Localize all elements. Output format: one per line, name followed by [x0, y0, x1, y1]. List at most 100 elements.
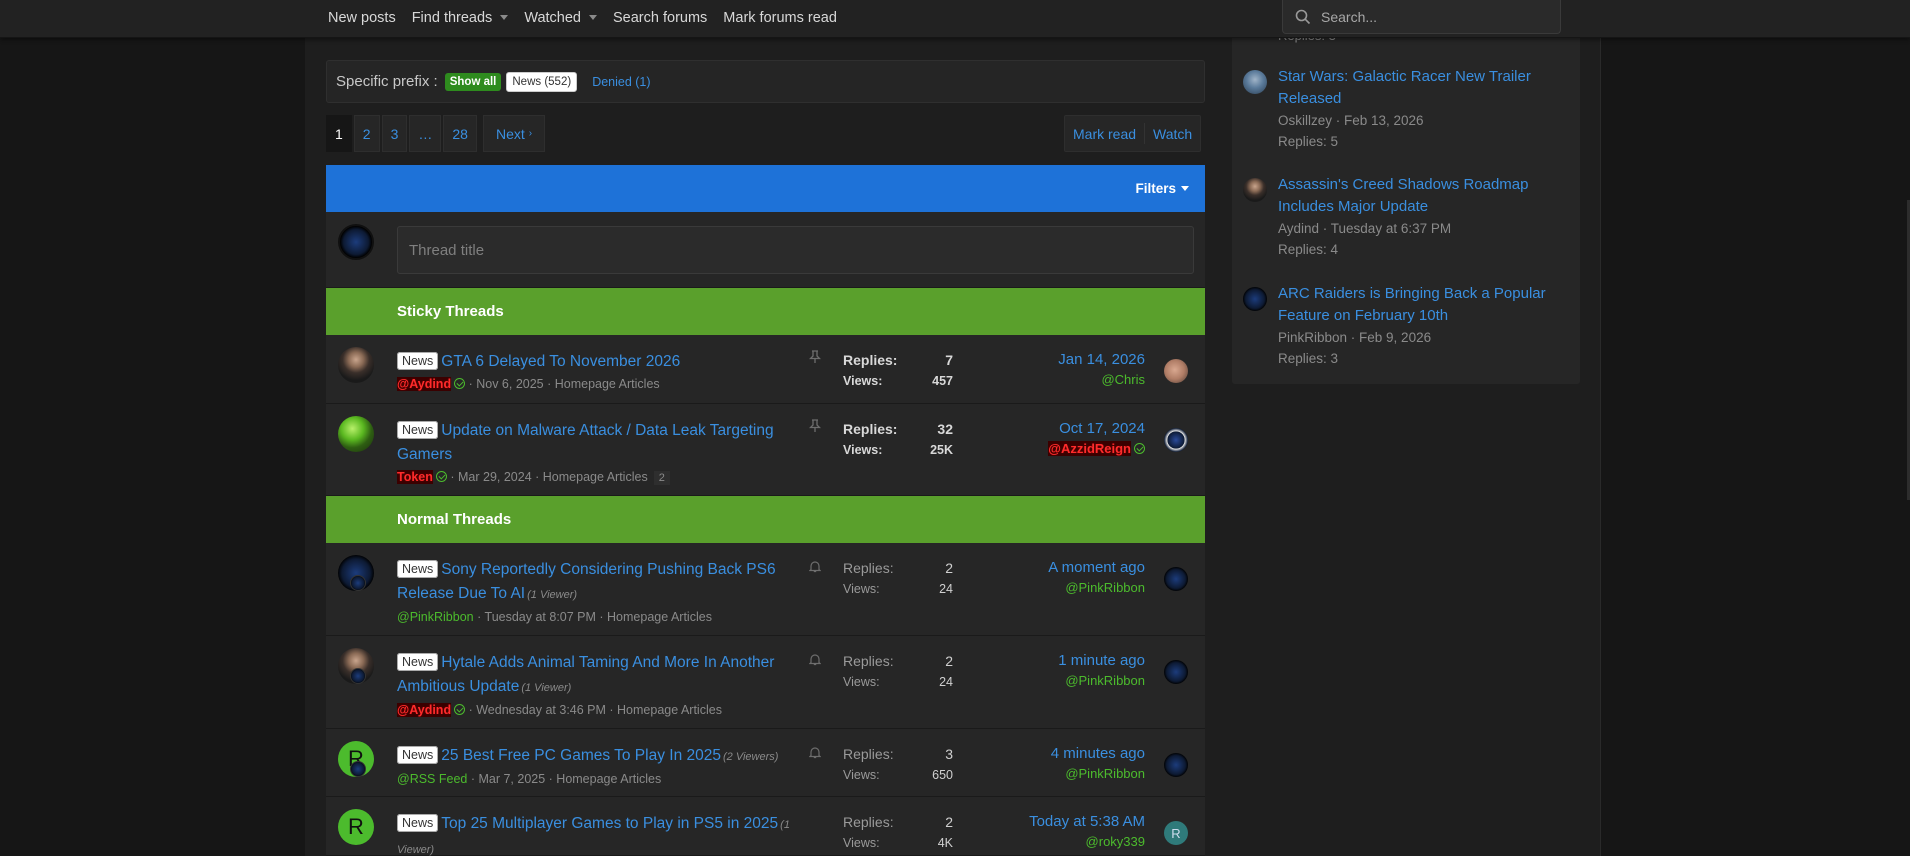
filters-button[interactable]: Filters — [1135, 181, 1189, 196]
last-poster-mini-avatar[interactable] — [350, 668, 366, 684]
divider — [1144, 123, 1146, 144]
last-post-date[interactable]: Jan 14, 2026 — [1058, 351, 1145, 368]
prefix-denied-link[interactable]: Denied (1) — [592, 74, 651, 89]
watch-button[interactable]: Watch — [1153, 125, 1193, 142]
thread-stats: Replies: 7 Views: 457 — [843, 349, 953, 391]
author-link[interactable]: Token — [397, 470, 433, 484]
page-link-last[interactable]: 28 — [443, 115, 477, 152]
nav-search-forums[interactable]: Search forums — [613, 10, 707, 26]
last-post-user[interactable]: @roky339 — [1085, 834, 1145, 849]
avatar[interactable] — [338, 416, 374, 452]
nav-find-threads[interactable]: Find threads — [412, 10, 509, 26]
news-label[interactable]: News — [397, 421, 439, 439]
page-link-current[interactable]: 1 — [326, 115, 352, 152]
avatar[interactable] — [338, 347, 374, 383]
avatar[interactable] — [1164, 359, 1188, 383]
avatar[interactable] — [338, 224, 374, 260]
avatar[interactable]: R — [1164, 821, 1188, 845]
search-input[interactable] — [1321, 8, 1541, 25]
last-post-date[interactable]: 1 minute ago — [1058, 652, 1145, 669]
thread-title-link[interactable]: GTA 6 Delayed To November 2026 — [441, 353, 681, 370]
replies-label: Replies: — [843, 421, 898, 437]
author-link[interactable]: @Aydind — [397, 377, 452, 391]
last-post-date[interactable]: Today at 5:38 AM — [1029, 813, 1145, 830]
page-jump[interactable]: … — [409, 115, 442, 152]
avatar[interactable] — [1164, 660, 1188, 684]
nav-mark-forums-read[interactable]: Mark forums read — [723, 10, 837, 26]
nav-new-posts[interactable]: New posts — [328, 10, 396, 26]
replies-count: 2 — [945, 814, 953, 830]
author-link[interactable]: @RSS Feed — [397, 772, 468, 786]
prefix-show-all-button[interactable]: Show all — [444, 72, 502, 91]
thread-title-link[interactable]: Update on Malware Attack / Data Leak Tar… — [397, 422, 774, 463]
thread-row: News Hytale Adds Animal Taming And More I… — [326, 636, 1205, 729]
verified-icon — [454, 378, 466, 389]
avatar[interactable] — [1243, 287, 1267, 311]
search-box[interactable] — [1282, 0, 1561, 34]
nav-label: New posts — [328, 9, 396, 26]
last-poster-mini-avatar[interactable] — [350, 761, 366, 777]
replies-label: Replies: — [843, 653, 894, 669]
viewer-count: (1 Viewer) — [521, 682, 572, 694]
sidebar-thread-link[interactable]: Assassin's Creed Shadows Roadmap Include… — [1278, 176, 1529, 215]
avatar[interactable] — [1164, 567, 1188, 591]
last-post-date[interactable]: Oct 17, 2024 — [1059, 420, 1145, 437]
thread-row: R News Top 25 Multiplayer Games to Play i… — [326, 797, 1205, 856]
news-label[interactable]: News — [397, 352, 439, 370]
last-post-user[interactable]: @PinkRibbon — [1065, 580, 1145, 595]
page-count-badge[interactable]: 2 — [653, 471, 670, 485]
last-post-user[interactable]: @PinkRibbon — [1065, 673, 1145, 688]
avatar[interactable] — [1243, 178, 1267, 202]
nav-watched[interactable]: Watched — [524, 10, 597, 26]
thread-title-link[interactable]: Hytale Adds Animal Taming And More In An… — [397, 654, 775, 695]
news-label[interactable]: News — [397, 653, 439, 671]
thread-stats: Replies: 32 Views: 25K — [843, 418, 953, 460]
verified-icon — [454, 704, 466, 715]
last-post-date[interactable]: 4 minutes ago — [1050, 745, 1145, 762]
mark-read-button[interactable]: Mark read — [1073, 125, 1137, 142]
page-link[interactable]: 2 — [353, 115, 380, 152]
last-post-user[interactable]: @AzzidReign — [1048, 441, 1131, 456]
bell-icon[interactable] — [809, 560, 821, 573]
quick-thread-row — [326, 212, 1205, 288]
author-link[interactable]: @PinkRibbon — [397, 610, 474, 624]
thread-stats: Replies: 2 Views: 24 — [843, 557, 953, 599]
scrollbar[interactable] — [1907, 200, 1910, 500]
page-link[interactable]: 3 — [381, 115, 408, 152]
avatar[interactable] — [1164, 753, 1188, 777]
chevron-down-icon[interactable] — [500, 15, 509, 20]
thread-title-link[interactable]: 25 Best Free PC Games To Play In 2025 — [441, 747, 721, 764]
last-post-user[interactable]: @Chris — [1101, 372, 1145, 387]
avatar[interactable]: R — [338, 809, 374, 845]
pin-icon — [809, 350, 821, 363]
last-post: Oct 17, 2024 @AzzidReign — [1048, 418, 1145, 458]
replies-label: Replies: — [843, 352, 898, 368]
news-label[interactable]: News — [397, 814, 439, 832]
thread-title-input[interactable] — [397, 226, 1194, 274]
sidebar-thread-meta: PinkRibbon · Feb 9, 2026 — [1278, 330, 1432, 345]
last-poster-mini-avatar[interactable] — [350, 575, 366, 591]
last-post-user[interactable]: @PinkRibbon — [1065, 766, 1145, 781]
thread-title-link[interactable]: Sony Reportedly Considering Pushing Back… — [397, 561, 776, 602]
views-count: 457 — [932, 374, 953, 388]
thread-main: News Sony Reportedly Considering Pushing … — [397, 557, 797, 624]
prefix-news-button[interactable]: News (552) — [506, 71, 578, 92]
news-label[interactable]: News — [397, 560, 439, 578]
page-edge — [1600, 0, 1601, 856]
next-page-button[interactable]: Next › — [482, 115, 546, 152]
prefix-filter-bar: Specific prefix : Show all News (552) De… — [326, 60, 1205, 103]
author-link[interactable]: @Aydind — [397, 703, 452, 717]
avatar[interactable] — [1243, 70, 1267, 94]
thread-title-link[interactable]: Top 25 Multiplayer Games to Play in PS5 … — [441, 815, 779, 832]
views-count: 25K — [930, 443, 953, 457]
sticky-threads-header: Sticky Threads — [326, 288, 1205, 335]
chevron-down-icon[interactable] — [589, 15, 597, 20]
sidebar-thread-link[interactable]: Star Wars: Galactic Racer New Trailer Re… — [1278, 68, 1531, 107]
news-label[interactable]: News — [397, 746, 439, 764]
avatar[interactable] — [1164, 428, 1188, 452]
bell-icon[interactable] — [809, 746, 821, 759]
thread-row: R News 25 Best Free PC Games To Play In 2… — [326, 729, 1205, 797]
last-post-date[interactable]: A moment ago — [1048, 559, 1145, 576]
bell-icon[interactable] — [809, 653, 821, 666]
sidebar-thread-link[interactable]: ARC Raiders is Bringing Back a Popular F… — [1278, 285, 1546, 324]
